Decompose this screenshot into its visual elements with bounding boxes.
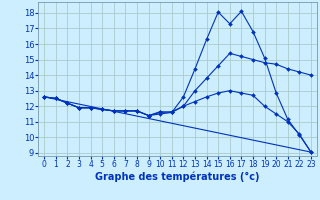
X-axis label: Graphe des températures (°c): Graphe des températures (°c): [95, 172, 260, 182]
